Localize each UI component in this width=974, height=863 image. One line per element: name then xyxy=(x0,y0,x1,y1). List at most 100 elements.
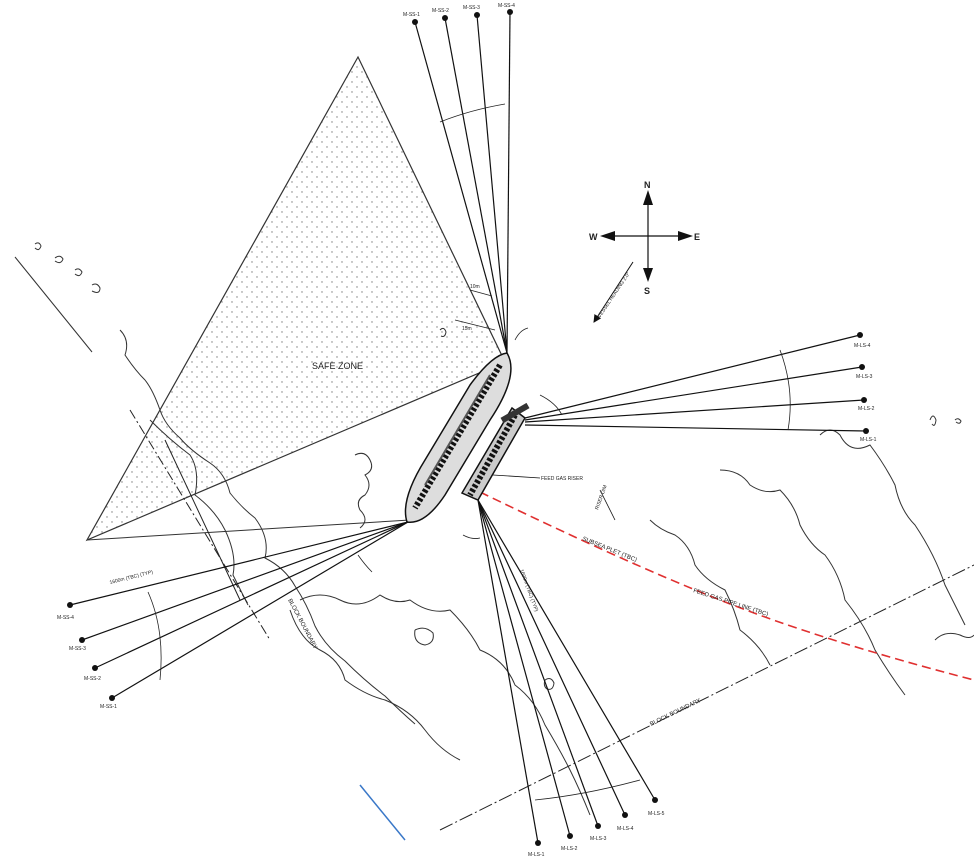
mooring-line xyxy=(111,521,409,699)
mooring-line xyxy=(94,521,409,669)
block-boundary-line-west-2 xyxy=(164,439,241,601)
mooring-line xyxy=(477,499,626,816)
mooring-line xyxy=(476,14,508,354)
anchor-points-bottom xyxy=(535,797,658,846)
mooring-line xyxy=(477,499,599,827)
mooring-line xyxy=(477,499,656,801)
riser-dimension-line xyxy=(599,489,616,521)
anchor-point xyxy=(79,637,85,643)
mooring-line xyxy=(524,334,861,419)
feed-gas-riser-label: FEED GAS RISER xyxy=(541,476,583,482)
mooring-label: M-LS-3 xyxy=(856,374,873,380)
dimension-10m: 10m xyxy=(470,284,480,290)
contour-line-west-2 xyxy=(149,419,249,606)
mooring-label: M-LS-3 xyxy=(590,836,607,842)
mooring-lines-top xyxy=(414,11,511,354)
anchor-point xyxy=(859,364,865,370)
mooring-label: M-SS-1 xyxy=(403,12,420,18)
dimension-line xyxy=(454,319,496,331)
anchor-point xyxy=(412,19,418,25)
mooring-line xyxy=(81,521,409,641)
block-boundary-label-1: BLOCK BOUNDARY xyxy=(286,598,318,650)
anchor-point xyxy=(567,833,573,839)
feed-gas-pipeline-label: FEED GAS PIPE LINE (TBC) xyxy=(692,588,768,618)
coast-line xyxy=(14,256,93,353)
mooring-lines-bottom xyxy=(477,499,656,844)
typ-dimension-bottom: 1600m (TBC) (TYP) xyxy=(518,569,539,613)
mooring-line xyxy=(69,521,409,606)
compass-east: E xyxy=(694,232,700,242)
angle-arc-sw xyxy=(357,554,373,573)
blue-accent-line xyxy=(359,784,406,841)
riser-dimension-label: RISER DIM xyxy=(594,484,608,510)
contour-blob xyxy=(54,255,64,264)
safe-zone-edge xyxy=(86,519,411,541)
anchor-point xyxy=(67,602,73,608)
mooring-line xyxy=(444,17,508,354)
mooring-label: M-LS-1 xyxy=(528,852,545,858)
anchor-point xyxy=(109,695,115,701)
typ-dimension-left: 1600m (TBC) (TYP) xyxy=(109,569,154,586)
anchor-point xyxy=(442,15,448,21)
angle-arc-fsru xyxy=(514,327,529,341)
anchor-points-top xyxy=(412,9,513,25)
mooring-line xyxy=(524,424,867,432)
seabed-contours xyxy=(14,242,974,816)
mooring-label: M-SS-3 xyxy=(463,5,480,11)
block-boundary-line-west xyxy=(129,409,271,641)
mooring-label: M-LS-2 xyxy=(561,846,578,852)
angle-arc-riser xyxy=(462,534,481,539)
contour-blob xyxy=(74,268,83,277)
anchor-point xyxy=(507,9,513,15)
safe-zone-label: SAFE ZONE xyxy=(312,361,363,371)
mooring-label: M-SS-4 xyxy=(57,615,74,621)
vessel-heading-label: VESSEL HEADING 2.0° xyxy=(597,271,632,319)
block-boundary-line-south xyxy=(439,564,974,831)
contour-blob-4 xyxy=(439,327,447,337)
anchor-point xyxy=(863,428,869,434)
mooring-lines-left xyxy=(69,521,409,699)
contour-blob-east-2 xyxy=(954,418,962,424)
anchor-point xyxy=(652,797,658,803)
mooring-label: M-LS-4 xyxy=(854,343,871,349)
contour-line-west xyxy=(119,329,416,725)
contour-blob-east xyxy=(929,415,937,426)
subsea-plet-label: SUBSEA PLET (TBC) xyxy=(581,536,637,563)
fsu-vessel xyxy=(460,402,530,501)
angle-arc-left xyxy=(147,591,162,681)
contour-line-east-4 xyxy=(934,632,974,641)
anchor-points-left xyxy=(67,602,115,701)
anchor-point xyxy=(535,840,541,846)
vessel-heading-arrow xyxy=(593,261,634,323)
block-boundary-label-2: BLOCK BOUNDARY xyxy=(649,698,702,728)
angle-arc-bottom xyxy=(534,779,641,801)
safe-zone-area xyxy=(85,55,506,542)
contour-blob-3 xyxy=(543,678,555,690)
angle-arc-top xyxy=(439,103,506,123)
angle-arc-right xyxy=(779,349,791,431)
contour-line-east-3 xyxy=(649,519,771,666)
mooring-label: M-SS-3 xyxy=(69,646,86,652)
mooring-label: M-LS-1 xyxy=(860,437,877,443)
anchor-point xyxy=(857,332,863,338)
contour-line-east xyxy=(819,429,966,626)
compass-rose xyxy=(600,190,693,282)
feed-gas-riser-leader xyxy=(492,474,541,479)
anchor-point xyxy=(595,823,601,829)
mooring-label: M-LS-2 xyxy=(858,406,875,412)
mooring-label: M-SS-2 xyxy=(84,676,101,682)
mooring-label: M-SS-4 xyxy=(498,3,515,9)
mooring-line xyxy=(524,399,865,423)
anchor-point xyxy=(474,12,480,18)
contour-line-south xyxy=(299,594,591,816)
mooring-label: M-SS-1 xyxy=(100,704,117,710)
anchor-point xyxy=(861,397,867,403)
feed-gas-pipeline xyxy=(479,491,974,681)
mooring-label: M-SS-2 xyxy=(432,8,449,14)
mooring-lines-right xyxy=(524,334,867,432)
anchor-point xyxy=(622,812,628,818)
mooring-label: M-LS-5 xyxy=(648,811,665,817)
mooring-line xyxy=(477,499,539,844)
